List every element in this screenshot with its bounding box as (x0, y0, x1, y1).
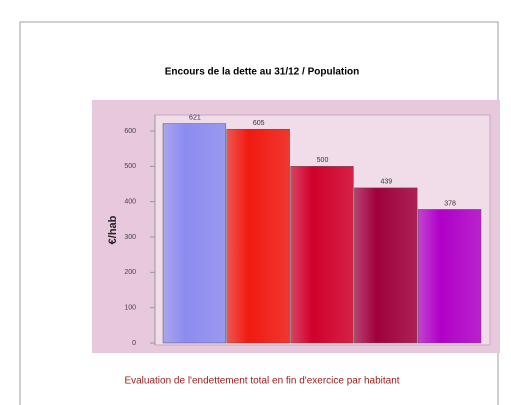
y-tick-label: 600 (124, 128, 136, 135)
bar (226, 128, 290, 344)
caption: Evaluation de l'endettement total en fin… (124, 376, 399, 387)
bar (162, 123, 227, 344)
value-label: 439 (380, 179, 392, 186)
chart-title: Encours de la dette au 31/12 / Populatio… (165, 67, 360, 78)
y-tick-label: 200 (124, 269, 136, 276)
y-tick-label: 100 (124, 305, 136, 312)
y-tick-label: 0 (132, 340, 136, 347)
value-label: 605 (253, 120, 265, 127)
bar (417, 209, 482, 344)
y-tick-label: 400 (124, 199, 136, 206)
bar (290, 166, 354, 344)
value-label: 500 (317, 157, 329, 164)
value-label: 621 (189, 114, 201, 121)
value-label: 378 (444, 200, 456, 207)
y-axis-label: €/hab (107, 215, 119, 244)
bar (354, 187, 418, 344)
y-tick-label: 300 (124, 234, 136, 241)
y-tick-label: 500 (124, 163, 136, 170)
